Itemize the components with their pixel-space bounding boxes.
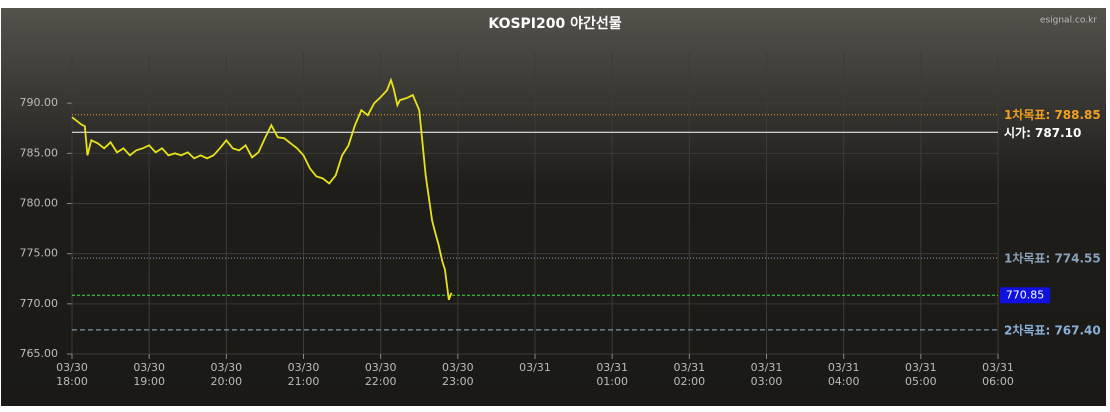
y-tick-label: 785.00 — [20, 146, 59, 159]
reference-label: 1차목표: 788.85 — [1004, 107, 1101, 122]
reference-label: 시가: 787.10 — [1004, 125, 1081, 140]
reference-label: 770.85 — [1006, 288, 1045, 301]
price-line — [71, 77, 453, 301]
x-tick-label: 03/30 19:00 — [133, 361, 165, 388]
x-tick-label: 03/31 05:00 — [905, 361, 937, 388]
source: esignal.co.kr — [1040, 16, 1097, 26]
x-tick-label: 03/30 18:00 — [56, 361, 88, 388]
x-tick-label: 03/30 20:00 — [210, 361, 242, 388]
chart-title: KOSPI200 야간선물 — [488, 15, 621, 32]
x-tick-label: 03/31 02:00 — [673, 361, 705, 388]
background — [1, 8, 1106, 406]
y-tick-label: 780.00 — [20, 197, 59, 210]
x-tick-label: 03/30 21:00 — [288, 361, 320, 388]
price-box — [1000, 287, 1050, 304]
x-tick-label: 03/31 04:00 — [828, 361, 860, 388]
y-tick-label: 790.00 — [20, 96, 59, 109]
reference-label: 1차목표: 774.55 — [1004, 251, 1101, 266]
x-tick-label: 03/31 — [519, 361, 551, 374]
x-tick-label: 03/30 23:00 — [442, 361, 474, 388]
x-tick-label: 03/31 03:00 — [751, 361, 783, 388]
y-tick-label: 765.00 — [20, 347, 59, 360]
x-tick-label: 03/31 06:00 — [982, 361, 1014, 388]
x-tick-label: 03/30 22:00 — [365, 361, 397, 388]
reference-label: 2차목표: 767.40 — [1004, 322, 1101, 337]
y-tick-label: 775.00 — [20, 247, 59, 260]
y-tick-label: 770.00 — [20, 297, 59, 310]
x-tick-label: 03/31 01:00 — [596, 361, 628, 388]
